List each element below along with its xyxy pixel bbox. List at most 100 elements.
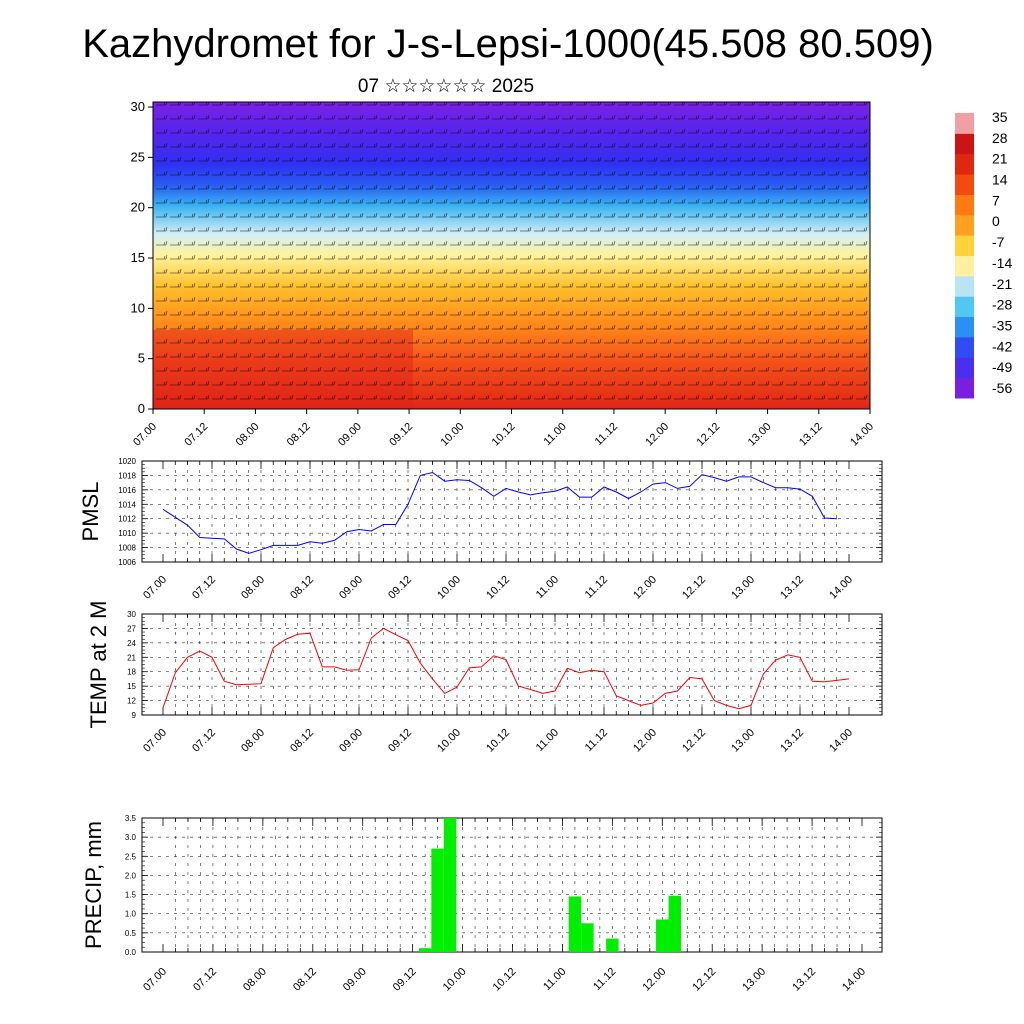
x-tick-label: 13.00: [740, 966, 768, 994]
x-tick-label: 14.00: [840, 966, 868, 994]
x-tick-label: 12.12: [680, 727, 708, 755]
precip-panel: 0.0 0.5 1.0 1.5 2.0 2.5 3.0 3.5 07.00 07.12 08.00 0…: [81, 814, 883, 994]
x-tick-label: 10.12: [490, 421, 518, 449]
x-tick-label: 12.12: [690, 966, 718, 994]
x-tick-label: 13.12: [790, 966, 818, 994]
x-tick-label: 10.12: [491, 966, 519, 994]
plot-frame: [141, 613, 883, 716]
y-tick-label: 0: [138, 401, 145, 416]
x-tick-label: 08.00: [239, 727, 267, 755]
x-tick-label: 10.12: [484, 574, 512, 602]
y-tick-label: 1016: [118, 486, 136, 495]
y-tick-label: 0.5: [125, 929, 137, 938]
x-tick-label: 09.00: [337, 574, 365, 602]
colorbar-swatch: [955, 194, 974, 216]
y-tick-label: 1006: [118, 558, 136, 567]
chart-title: Kazhydromet for J-s-Lepsi-1000(45.508 80…: [82, 22, 934, 66]
plot-frame: [141, 460, 883, 563]
y-tick-label: 10: [131, 300, 145, 315]
x-tick-label: 09.12: [387, 421, 415, 449]
colorbar-label: -14: [992, 255, 1012, 271]
y-tick-label: 1012: [118, 515, 136, 524]
x-tick-label: 13.00: [729, 574, 757, 602]
y-tick-label: 0.0: [125, 948, 137, 957]
colorbar-label: -56: [992, 380, 1012, 396]
colorbar-swatch: [955, 275, 974, 297]
x-tick-label: 13.00: [729, 727, 757, 755]
x-tick-label: 10.00: [435, 727, 463, 755]
colorbar-swatch: [955, 214, 974, 236]
colorbar-label: -49: [992, 359, 1012, 375]
x-tick-label: 07.12: [190, 727, 218, 755]
colorbar-label: 0: [992, 213, 1000, 229]
y-axis-title: PMSL: [78, 482, 103, 542]
colorbar-swatch: [955, 255, 974, 277]
colorbar-swatch: [955, 133, 974, 155]
x-tick-label: 10.00: [438, 421, 466, 449]
y-tick-label: 3.5: [125, 814, 137, 823]
x-tick-label: 07.00: [141, 574, 169, 602]
x-tick-label: 11.12: [583, 574, 610, 601]
y-tick-label: 27: [127, 624, 136, 633]
precip-bar: [606, 938, 619, 952]
x-tick-label: 10.12: [484, 727, 512, 755]
x-tick-label: 11.12: [583, 727, 610, 754]
x-tick-label: 12.00: [640, 966, 668, 994]
y-tick-label: 18: [127, 668, 136, 677]
y-tick-label: 2.0: [125, 871, 137, 880]
y-tick-label: 1010: [118, 529, 136, 538]
y-tick-label: 1020: [118, 457, 136, 466]
x-tick-label: 13.00: [746, 421, 774, 449]
y-tick-label: 20: [131, 200, 145, 215]
y-tick-label: 1.5: [125, 891, 137, 900]
temp-panel: 9 12 15 18 21 24 27 30 07.00 07.12 08.00 08.12 09.00…: [86, 601, 883, 755]
y-tick-label: 9: [132, 711, 137, 720]
y-tick-label: 2.5: [125, 852, 137, 861]
x-tick-label: 12.00: [643, 421, 671, 449]
x-tick-label: 11.00: [541, 421, 568, 448]
colorbar-swatch: [955, 296, 974, 318]
y-axis-title: TEMP at 2 M: [86, 601, 111, 729]
x-tick-label: 08.12: [288, 727, 316, 755]
x-tick-label: 08.00: [234, 421, 262, 449]
y-axis-title: PRECIP, mm: [81, 821, 106, 949]
precip-bar: [443, 818, 457, 952]
x-tick-label: 07.00: [131, 421, 159, 449]
pmsl-panel: 1006 1008 1010 1012 1014 1016 1018 1020 07.00 07.…: [78, 457, 883, 602]
colorbar-swatch: [955, 174, 974, 195]
x-tick-label: 13.12: [797, 421, 825, 449]
x-tick-label: 09.12: [386, 727, 414, 755]
colorbar-swatch: [955, 153, 974, 175]
precip-bar: [581, 923, 594, 952]
x-tick-label: 11.00: [541, 966, 568, 993]
x-tick-label: 08.00: [241, 966, 269, 994]
colorbar-label: -35: [992, 317, 1012, 333]
x-tick-label: 08.00: [239, 574, 267, 602]
colorbar-label: -21: [992, 276, 1012, 292]
y-tick-label: 15: [127, 682, 136, 691]
x-tick-label: 12.00: [631, 727, 659, 755]
x-tick-label: 11.12: [593, 421, 620, 448]
y-tick-label: 1014: [118, 500, 136, 509]
colorbar-label: 35: [992, 109, 1008, 125]
y-tick-label: 21: [127, 653, 136, 662]
y-tick-label: 30: [127, 610, 136, 619]
colorbar-label: -28: [992, 297, 1012, 313]
colorbar-swatch: [955, 357, 974, 379]
y-tick-label: 3.0: [125, 833, 137, 842]
x-tick-label: 09.00: [336, 421, 364, 449]
y-tick-label: 25: [131, 149, 145, 164]
x-tick-label: 13.12: [778, 574, 806, 602]
y-tick-label: 15: [131, 250, 145, 265]
wind-barbs: [153, 102, 870, 409]
y-tick-label: 12: [127, 697, 136, 706]
x-tick-label: 07.00: [141, 727, 169, 755]
colorbar-swatch: [955, 113, 974, 134]
chart-subtitle: 07 ☆☆☆☆☆☆ 2025: [358, 76, 534, 97]
colorbar-swatch: [955, 235, 974, 256]
colorbar-label: 21: [992, 151, 1008, 167]
y-tick-label: 1008: [118, 544, 136, 553]
colorbar-swatch: [955, 377, 974, 399]
x-tick-label: 07.12: [190, 574, 218, 602]
